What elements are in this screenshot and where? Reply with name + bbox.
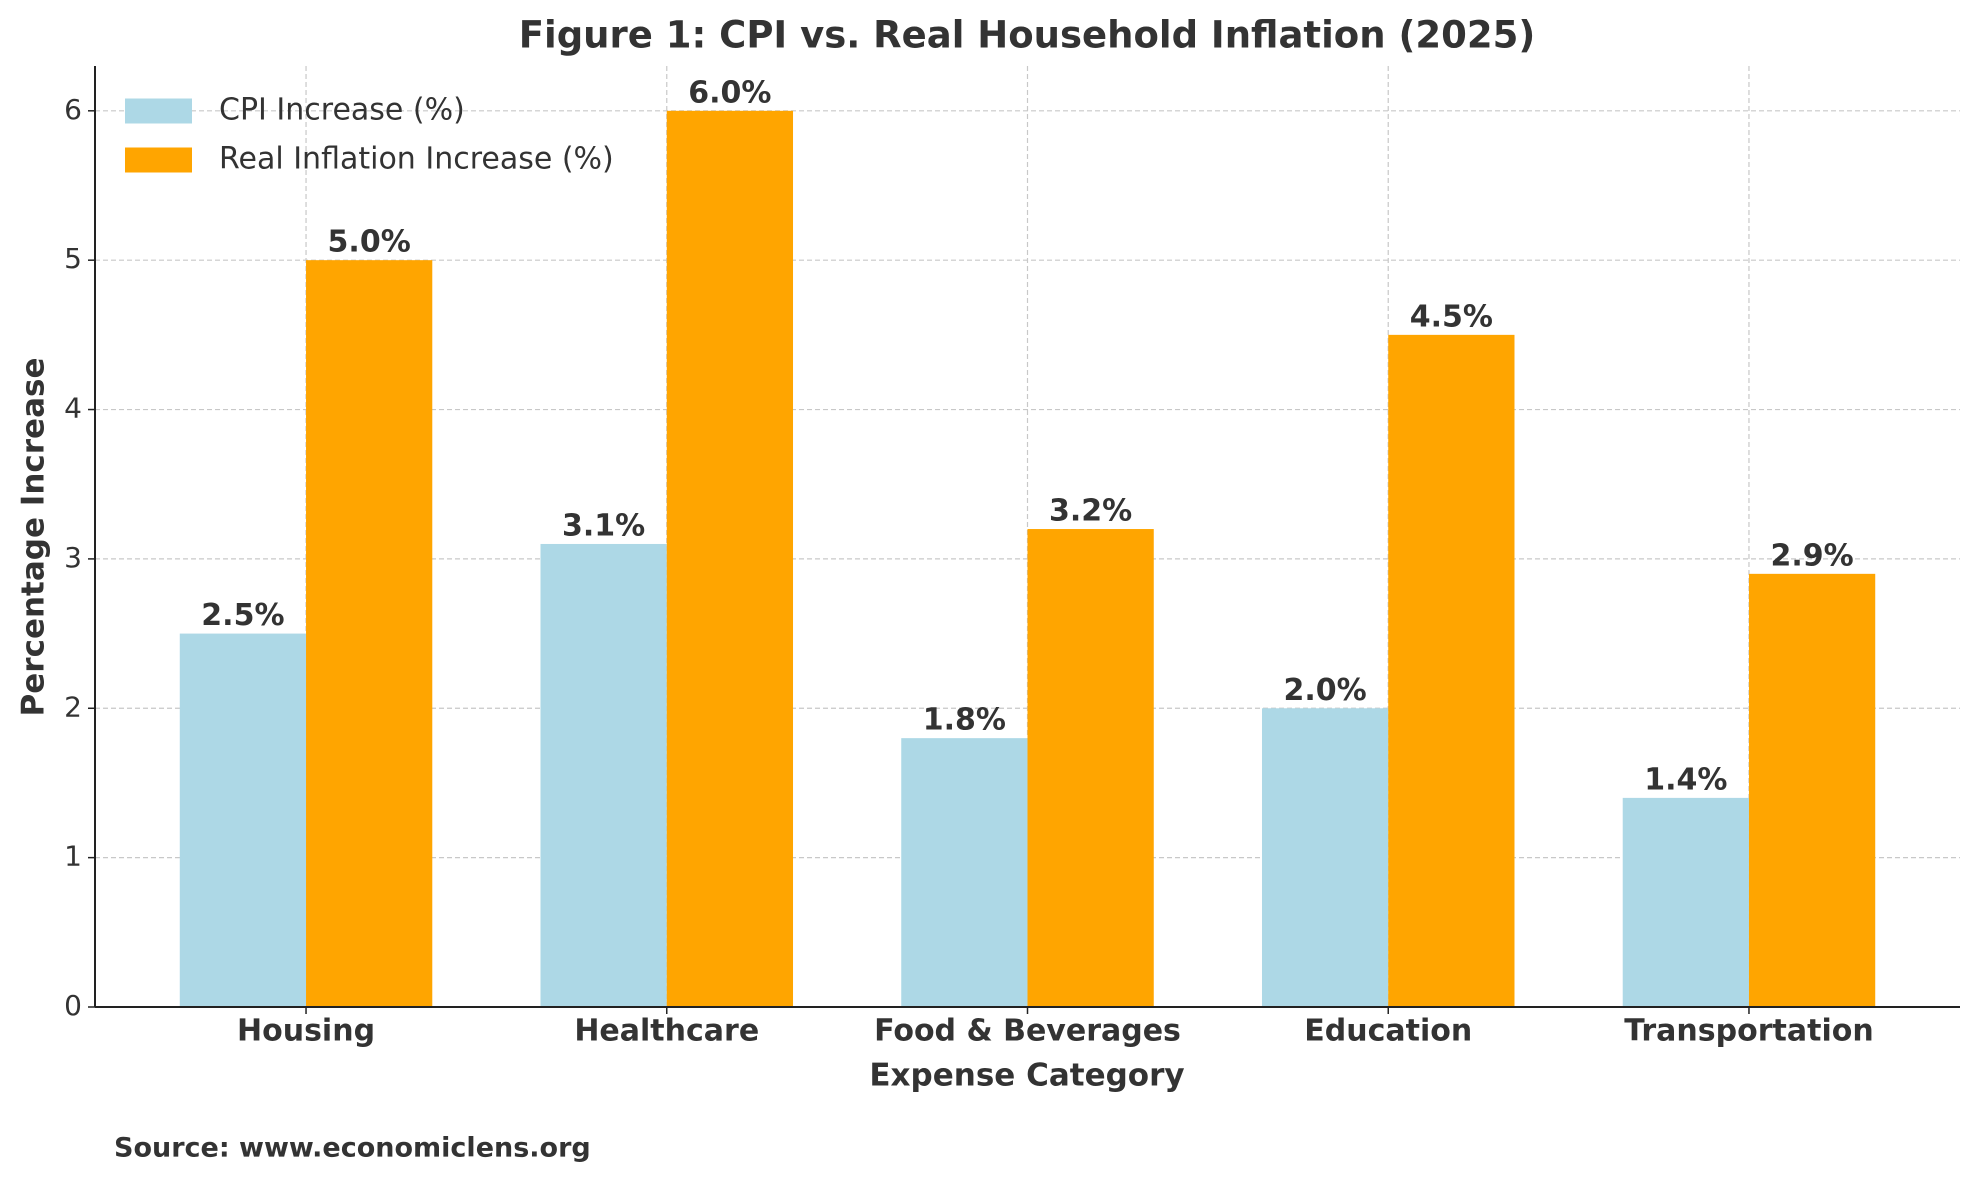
y-tick-label: 2 (64, 690, 82, 723)
data-label: 6.0% (688, 75, 771, 110)
bar (1261, 708, 1389, 1007)
data-label: 2.9% (1770, 538, 1853, 573)
chart-title: Figure 1: CPI vs. Real Household Inflati… (519, 14, 1536, 57)
bar (901, 738, 1028, 1007)
legend-swatch (125, 98, 192, 124)
data-label: 4.5% (1410, 299, 1493, 334)
bar (540, 543, 667, 1007)
bar (179, 633, 307, 1007)
data-label: 3.2% (1049, 494, 1132, 529)
bar (1388, 334, 1515, 1007)
source-note: Source: www.economiclens.org (114, 1133, 591, 1164)
x-tick-label: Healthcare (574, 1014, 759, 1049)
x-tick-label: Food & Beverages (874, 1014, 1181, 1049)
data-label: 1.8% (923, 703, 1006, 738)
y-tick-label: 4 (64, 392, 82, 425)
y-tick-label: 3 (64, 541, 82, 574)
data-label: 2.0% (1284, 673, 1367, 708)
bar (1748, 573, 1876, 1007)
bar (1622, 797, 1749, 1007)
y-tick-label: 6 (64, 93, 82, 126)
x-axis-label: Expense Category (869, 1058, 1184, 1094)
data-label: 5.0% (328, 225, 411, 260)
legend-swatch (125, 147, 192, 173)
y-tick-label: 5 (64, 242, 82, 275)
x-tick-label: Education (1304, 1014, 1472, 1049)
legend-label: CPI Increase (%) (219, 93, 465, 128)
bar (666, 110, 794, 1008)
data-label: 3.1% (562, 508, 645, 543)
legend-label: Real Inflation Increase (%) (219, 142, 614, 177)
bar (306, 260, 433, 1008)
data-label: 2.5% (201, 598, 284, 633)
y-tick-label: 1 (64, 840, 82, 873)
x-tick-label: Transportation (1624, 1014, 1873, 1049)
y-axis-label: Percentage Increase (16, 358, 52, 717)
bar (1027, 529, 1154, 1007)
x-tick-label: Housing (237, 1014, 375, 1049)
data-label: 1.4% (1644, 762, 1727, 797)
y-tick-label: 0 (64, 989, 82, 1022)
